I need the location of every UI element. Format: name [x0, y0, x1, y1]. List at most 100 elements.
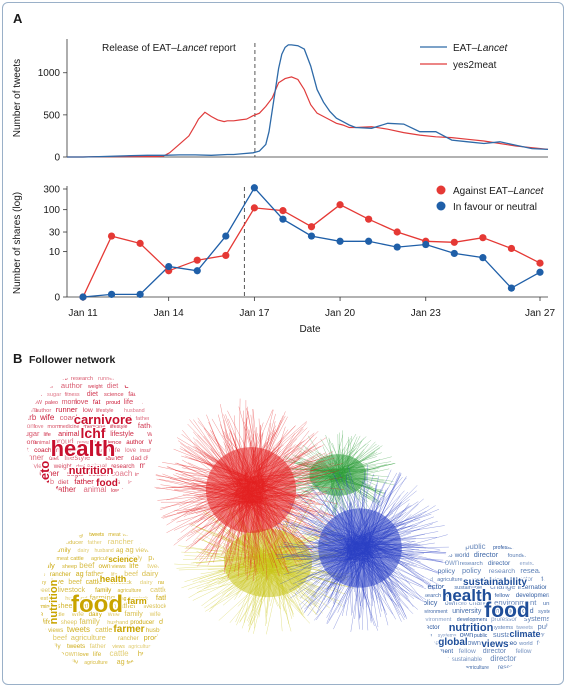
wordcloud-word: systems [438, 633, 457, 639]
shares-x-tick-label: Jan 14 [154, 308, 184, 319]
wordcloud-word: livestock [58, 585, 86, 594]
wordcloud-word: husband [124, 408, 145, 414]
wordcloud-word: ag [76, 569, 84, 578]
wordcloud-word: rancher [50, 571, 71, 578]
wordcloud-word: agriculture [521, 545, 547, 551]
wordcloud-word: meat [35, 628, 47, 634]
wordcloud-word: mom [47, 424, 60, 430]
wordcloud-word: rancher [158, 580, 176, 586]
wordcloud-word: mom [21, 439, 36, 446]
wordcloud-word: low [43, 487, 53, 494]
wordcloud-word: life [35, 611, 44, 618]
wordcloud-word: rancher [118, 635, 139, 642]
wordcloud-word: farming [35, 604, 52, 610]
wordcloud-word: weight [88, 384, 103, 390]
tweets-y-ticks: 0 500 1000 [38, 68, 67, 164]
wordcloud-word: livestock [111, 580, 132, 586]
wordcloud-word: tweets [67, 643, 85, 650]
wordcloud-word: own [445, 600, 458, 607]
favour-point [250, 184, 258, 192]
wordcloud-word: beef [79, 561, 95, 570]
wordcloud-word: life [129, 561, 138, 570]
wordcloud-word: own [445, 558, 459, 567]
wordcloud-word: director [488, 560, 511, 567]
wordcloud-word: life [138, 532, 145, 538]
shares-x-tick-label: Jan 11 [68, 308, 98, 319]
wordcloud-word: love [125, 448, 137, 454]
wordcloud-word: dairy [89, 611, 103, 618]
wordcloud-word: development [516, 592, 552, 599]
wordcloud-keyword: sustainability [463, 577, 527, 588]
wordcloud-word: agriculture [84, 660, 108, 666]
wordcloud-word: public [474, 633, 488, 639]
wordcloud-word: husband [95, 548, 114, 554]
against-point [336, 201, 344, 209]
wordcloud-word: love [75, 397, 88, 406]
wordcloud-word: father [74, 477, 94, 486]
wordcloud-word: diet [143, 455, 154, 462]
panel-b-label: B [13, 351, 22, 366]
against-point [479, 234, 487, 242]
favour-point [222, 232, 230, 240]
wordcloud-red: paleo carb carb research runner father lowmomf… [21, 374, 154, 494]
wordcloud-word: medicine [59, 424, 80, 430]
shares-x-tick-label: Jan 17 [239, 308, 269, 319]
wordcloud-word: lifestyle [110, 424, 128, 430]
wordcloud-keyword: health [442, 586, 492, 605]
wordcloud-word: cattle [110, 649, 130, 658]
wordcloud-word: father [90, 643, 106, 650]
wordcloud-word: husband [121, 628, 144, 634]
wordcloud-word: family [44, 643, 62, 650]
against-point [279, 207, 287, 215]
wordcloud-keyword: views [481, 639, 509, 650]
wordcloud-word: husband [138, 649, 167, 658]
wordcloud-word: director [513, 577, 533, 583]
wordcloud-word: environment [419, 542, 459, 551]
wordcloud-keyword: farm [127, 596, 147, 606]
wordcloud-word: cattle [70, 556, 83, 562]
against-point [536, 259, 544, 267]
tweets-legend: EAT–Lancet yes2meat [420, 43, 509, 71]
wordcloud-word: husband [161, 658, 188, 666]
wordcloud-keyword: climate [509, 629, 540, 639]
wordcloud-word: policy [438, 568, 456, 575]
against-point [136, 239, 144, 247]
wordcloud-word: runner [21, 453, 44, 462]
wordcloud-word: life [35, 633, 44, 642]
wordcloud-word: development [542, 550, 563, 559]
wordcloud-word: world [454, 552, 470, 559]
wordcloud-word: animal [58, 429, 80, 438]
wordcloud-word: fitness [65, 392, 80, 398]
wordcloud-word: beef [35, 651, 48, 658]
wordcloud-word: love [34, 424, 44, 430]
wordcloud-keyword: health [100, 574, 127, 584]
wordcloud-word: ceo [458, 601, 467, 607]
wordcloud-word: ag [117, 657, 125, 666]
wordcloud-word: international [518, 584, 554, 591]
shares-y-tick-label: 300 [43, 185, 60, 196]
wordcloud-word: diet [49, 456, 59, 462]
wordcloud-word: ag [116, 547, 124, 554]
wordcloud-word: proud [106, 400, 120, 406]
wordcloud-word: director [419, 582, 445, 591]
wordcloud-keyword: carnivore [74, 412, 133, 427]
wordcloud-word: dad [131, 455, 142, 462]
wordcloud-word: life [111, 572, 118, 578]
wordcloud-word: own [99, 563, 111, 570]
wordcloud-word: wife [107, 611, 120, 618]
wordcloud-word: ceo [446, 590, 458, 599]
wordcloud-word: change [492, 608, 515, 615]
wordcloud-word: fat [93, 399, 101, 406]
wordcloud-word: cattle [79, 601, 96, 610]
wordcloud-word: wife [71, 611, 84, 618]
wordcloud-word: producer [61, 540, 83, 546]
wordcloud-word: world [538, 630, 556, 639]
wordcloud-word: fasting [67, 446, 88, 454]
wordcloud-word: low [111, 488, 119, 494]
wordcloud-word: family [95, 587, 112, 594]
wordcloud-word: beef [124, 571, 138, 578]
wordcloud-word: professor [493, 545, 515, 551]
network-cluster-blue [273, 464, 449, 632]
wordcloud-word: world [469, 622, 488, 631]
wordcloud-gold: dairy farming tweets meat views life cattlefam… [35, 530, 188, 666]
